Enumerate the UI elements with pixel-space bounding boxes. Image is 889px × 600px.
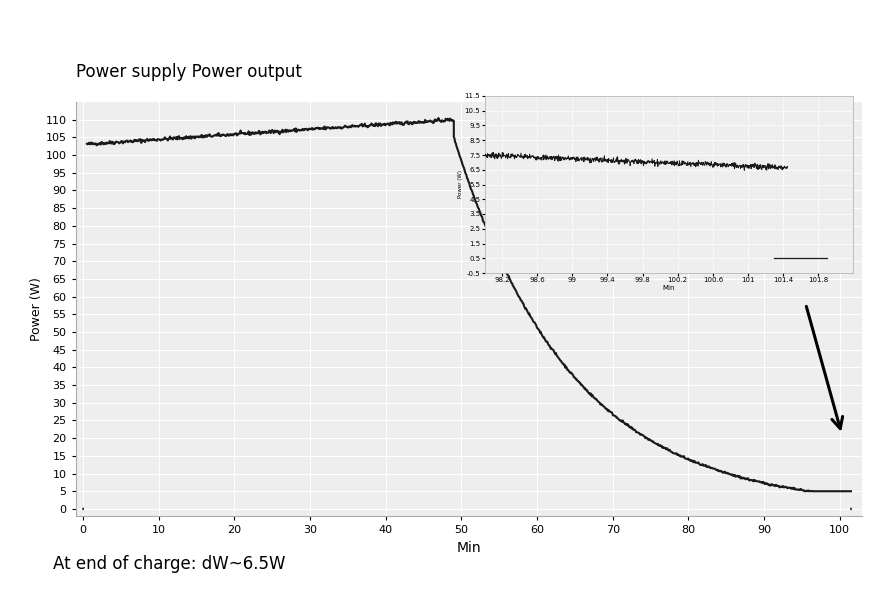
Text: At end of charge: dW~6.5W: At end of charge: dW~6.5W <box>53 555 286 573</box>
Y-axis label: Power (W): Power (W) <box>459 170 463 199</box>
Text: Power supply Power output: Power supply Power output <box>76 63 301 81</box>
X-axis label: Min: Min <box>457 541 481 554</box>
Y-axis label: Power (W): Power (W) <box>29 277 43 341</box>
X-axis label: Min: Min <box>662 284 676 290</box>
